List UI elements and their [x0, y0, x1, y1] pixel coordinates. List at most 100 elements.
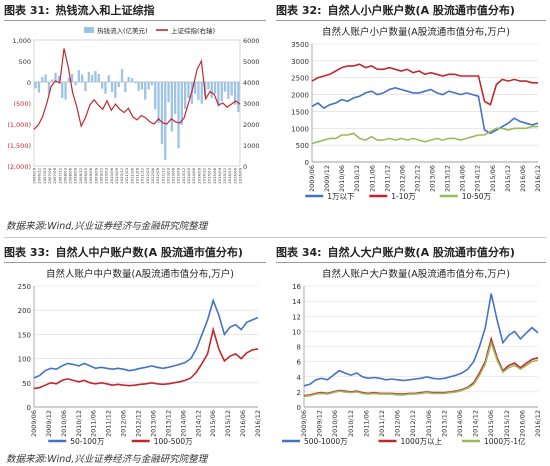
bar — [177, 82, 180, 149]
y-tick-label: 4 — [297, 374, 302, 382]
legend-label: 热钱流入(亿美元) — [97, 26, 148, 35]
x-tick-label: 2015/12 — [503, 410, 511, 437]
bar — [223, 82, 227, 92]
y-tick-label: (1,500) — [7, 142, 31, 150]
bar — [197, 82, 200, 101]
x-tick-label: 2013/06 — [171, 167, 176, 183]
panel-title: 图表 32: 自然人小户账户数(A 股流通市值分布) — [276, 2, 515, 20]
x-tick-label: 2016/06 — [518, 410, 526, 437]
x-tick-label: 2015/06 — [489, 165, 497, 192]
x-tick-label: 2016/12 — [254, 410, 262, 437]
legend-label: 上证综指(右轴) — [171, 26, 215, 35]
legend-label: 100-500万 — [154, 437, 193, 446]
x-tick-label: 2009/06 — [300, 410, 308, 437]
x-tick-label: 2014/06 — [179, 410, 187, 437]
y-tick-label: (1,000) — [7, 121, 31, 129]
bar — [57, 75, 61, 82]
series-line — [303, 335, 539, 397]
y-tick-label: 14 — [292, 298, 301, 306]
figure-label: 图表 31: — [4, 4, 50, 17]
bar — [207, 82, 210, 90]
x-tick-label: 2015/06 — [209, 410, 217, 437]
x-tick-label: 2012/06 — [150, 167, 155, 183]
bar — [200, 82, 203, 104]
x-tick-label: 2011/06 — [362, 410, 370, 437]
legend-swatch — [84, 27, 94, 33]
x-tick-label: 2013/06 — [429, 165, 437, 192]
bar — [170, 82, 173, 132]
x-tick-label: 2016/03 — [227, 167, 232, 183]
x-tick-label: 2015/12 — [504, 165, 512, 192]
bar — [220, 82, 223, 102]
bar — [174, 82, 177, 114]
bar — [47, 82, 51, 94]
x-tick-label: 2008/06 — [68, 167, 73, 183]
y-tick-label: 50 — [22, 380, 31, 388]
x-tick-label: 2011/06 — [129, 167, 134, 183]
x-tick-label: 2009/12 — [323, 165, 331, 192]
panel-title: 图表 31: 热钱流入和上证综指 — [4, 2, 155, 20]
x-tick-label: 2008/09 — [73, 167, 78, 183]
y-tick-label: 16 — [292, 283, 301, 291]
figure-label: 图表 34: — [276, 246, 322, 259]
x-tick-label: 2009/09 — [93, 167, 98, 183]
bar — [127, 77, 130, 82]
bar — [160, 82, 164, 145]
chart-33: 自然人账户中户数量(A股流通市值分布,万户)250200150100500200… — [18, 268, 262, 446]
bar — [91, 74, 94, 82]
x-tick-label: 2010/12 — [75, 410, 83, 437]
x-tick-label: 2014/03 — [186, 167, 191, 183]
y-right-tick-label: 6000 — [243, 37, 260, 45]
x-tick-label: 2011/12 — [105, 410, 113, 437]
bar — [84, 82, 87, 92]
series-line — [33, 297, 259, 379]
bar — [194, 82, 197, 94]
x-tick-label: 2016/12 — [534, 165, 542, 192]
x-tick-label: 2015/09 — [217, 167, 222, 183]
bar — [67, 77, 70, 82]
bar — [117, 82, 120, 87]
y-right-tick-label: 3000 — [243, 100, 260, 108]
x-tick-label: 2011/12 — [383, 165, 391, 192]
legend-label: 50-100万 — [70, 437, 105, 446]
x-tick-label: 2009/06 — [88, 167, 93, 183]
bar — [147, 82, 150, 90]
series-line — [303, 293, 539, 387]
chart-title-line: 自然人账户中户数量(A股流通市值分布,万户) — [46, 268, 234, 280]
series-line — [33, 326, 259, 390]
x-tick-label: 2010/12 — [347, 410, 355, 437]
y-tick-label: 8 — [297, 344, 301, 352]
x-tick-label: 2012/03 — [145, 167, 150, 183]
legend-label: 1000万-1亿 — [484, 436, 526, 446]
series-line — [311, 63, 538, 106]
bar — [213, 82, 217, 94]
x-tick-label: 2007/06 — [47, 167, 52, 183]
x-tick-label: 2012/12 — [413, 165, 421, 192]
bar — [167, 82, 170, 103]
bar — [71, 74, 74, 82]
bar — [180, 82, 183, 125]
y-tick-label: 1000 — [291, 125, 309, 133]
divider — [4, 237, 546, 238]
bar — [51, 79, 54, 82]
y-tick-label: 0 — [27, 79, 31, 87]
bar — [87, 71, 90, 82]
x-tick-label: 2007/12 — [57, 167, 62, 183]
x-tick-label: 2011/06 — [368, 165, 376, 192]
y-tick-label: 0 — [305, 159, 309, 167]
chart-title-line: 自然人账户小户数量(A股流通市值分布,万户) — [322, 26, 510, 38]
legend-label: 1000万以上 — [401, 437, 443, 446]
y-tick-label: 200 — [18, 307, 31, 315]
bar — [164, 82, 167, 161]
series-line — [33, 48, 241, 130]
figure-title: 热钱流入和上证综指 — [55, 4, 155, 17]
x-tick-label: 2012/06 — [394, 410, 402, 437]
bar — [61, 82, 64, 98]
y-tick-label: 10 — [292, 328, 301, 336]
bar — [227, 82, 230, 99]
bar — [144, 82, 147, 100]
y-tick-label: 2500 — [291, 75, 309, 83]
x-tick-label: 2009/06 — [30, 410, 38, 437]
bar — [34, 82, 37, 89]
x-tick-label: 2013/06 — [149, 410, 157, 437]
